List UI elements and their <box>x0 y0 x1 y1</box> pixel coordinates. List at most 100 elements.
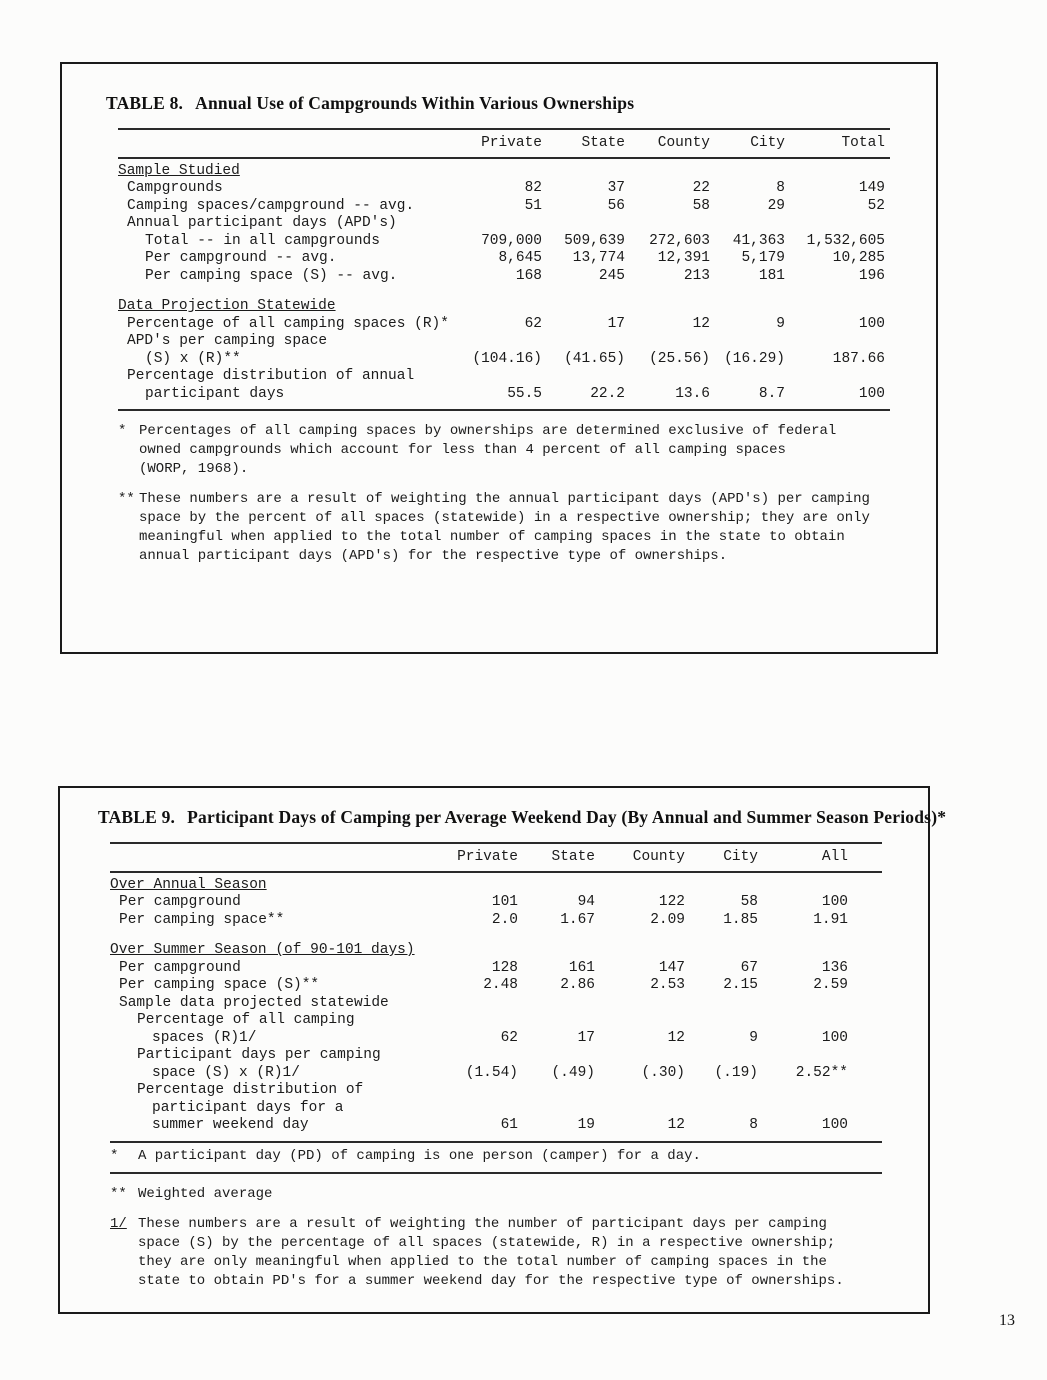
section-heading: Data Projection Statewide <box>118 298 336 314</box>
table9-bottom-rule <box>110 1140 882 1143</box>
cell-value: 2.0 <box>491 911 518 928</box>
row-label: Per campground <box>119 894 241 910</box>
column-header-private: Private <box>457 849 518 865</box>
table8-bottom-rule <box>118 409 890 411</box>
table8-header-row: Private State County City Total <box>118 130 890 157</box>
cell-value: 1.85 <box>723 911 758 928</box>
cell-value: 100 <box>821 1029 848 1046</box>
table-row: Per camping space** 2.0 1.67 2.09 1.85 1.91 <box>110 912 882 930</box>
cell-value: 12,391 <box>657 250 710 266</box>
cell-value <box>685 1082 758 1100</box>
table9-footnote-rule <box>110 1171 882 1174</box>
row-label: Percentage distribution of annual <box>127 368 415 384</box>
row-label: summer weekend day <box>152 1117 309 1133</box>
table-row: Per camping space (S)** 2.48 2.86 2.53 2.15 2… <box>110 977 882 995</box>
cell-value: 12 <box>692 315 710 332</box>
table-row: summer weekend day 61 19 12 8 100 <box>110 1117 882 1135</box>
table9-title: TABLE 9. Participant Days of Camping per … <box>98 806 946 828</box>
column-header-county: County <box>632 849 685 865</box>
cell-value: 10,285 <box>832 250 885 266</box>
table-row: Camping spaces/campground -- avg. 51 56 58 2… <box>118 198 890 216</box>
cell-value <box>468 333 542 351</box>
cell-value: 2.59 <box>813 977 848 993</box>
row-label: APD's per camping space <box>127 333 328 349</box>
cell-value: 13.6 <box>675 385 710 402</box>
cell-value: 149 <box>858 180 885 196</box>
row-label: participant days for a <box>152 1099 344 1116</box>
row-label: Per campground <box>119 959 241 976</box>
cell-value <box>450 1082 518 1100</box>
table-row: Percentage distribution of <box>110 1082 882 1100</box>
cell-value: (16.29) <box>724 350 785 367</box>
table9-body: Over Annual Season Per campground 101 94 122… <box>110 873 882 1141</box>
cell-value: 2.86 <box>560 977 595 993</box>
cell-value: 22.2 <box>590 385 625 402</box>
cell-value: 58 <box>692 197 710 214</box>
cell-value: 52 <box>867 197 885 214</box>
cell-value <box>710 298 785 316</box>
table8-panel: TABLE 8. Annual Use of Campgrounds Within… <box>60 62 938 654</box>
table8-title-label: TABLE 8. <box>106 93 184 113</box>
cell-value <box>625 215 710 233</box>
row-label: Sample data projected statewide <box>119 994 389 1011</box>
cell-value <box>542 333 625 351</box>
spacer-row <box>110 929 882 942</box>
footnote-text: These numbers are a result of weighting … <box>138 1215 844 1289</box>
row-label: Per camping space (S) -- avg. <box>145 267 398 284</box>
row-label: Campgrounds <box>127 180 223 196</box>
table-row: APD's per camping space <box>118 333 890 351</box>
cell-value: 41,363 <box>732 232 785 249</box>
cell-value: 62 <box>524 315 542 332</box>
cell-value <box>542 163 625 181</box>
table-row: Percentage of all camping <box>110 1012 882 1030</box>
cell-value: (41.65) <box>564 350 625 367</box>
table9-panel: TABLE 9. Participant Days of Camping per … <box>58 786 946 1314</box>
footnote-marker: * <box>110 1147 119 1164</box>
table-row: participant days for a <box>110 1100 882 1118</box>
cell-value: 37 <box>607 180 625 196</box>
cell-value <box>685 877 758 895</box>
cell-value: 19 <box>577 1117 595 1133</box>
cell-value: 61 <box>500 1117 518 1133</box>
cell-value: (25.56) <box>649 350 710 367</box>
row-label: Total -- in all campgrounds <box>145 232 380 249</box>
table-row: Sample data projected statewide <box>110 995 882 1013</box>
table-row: (S) x (R)** (104.16) (41.65) (25.56) (16.29)… <box>118 351 890 369</box>
cell-value: 8 <box>776 180 785 196</box>
table8-top-rule <box>118 128 890 130</box>
section-row: Over Summer Season (of 90-101 days) <box>110 942 882 960</box>
row-label: Participant days per camping <box>137 1047 381 1063</box>
row-label: participant days <box>145 385 285 402</box>
table9-footnotes: ** Weighted average 1/ These numbers are… <box>110 1185 898 1291</box>
cell-value: 147 <box>658 959 685 976</box>
cell-value <box>785 163 885 181</box>
section-row: Over Annual Season <box>110 877 882 895</box>
cell-value <box>595 942 685 960</box>
footnote: ** Weighted average <box>110 1185 898 1204</box>
cell-value <box>785 368 885 386</box>
table9-footnote-band: * A participant day (PD) of camping is o… <box>110 1147 882 1174</box>
cell-value: 5,179 <box>741 250 785 266</box>
cell-value: 29 <box>767 197 785 214</box>
cell-value <box>450 942 518 960</box>
cell-value <box>710 163 785 181</box>
cell-value <box>758 942 848 960</box>
table-row: space (S) x (R)1/ (1.54) (.49) (.30) (.19) 2.… <box>110 1065 882 1083</box>
cell-value: 17 <box>607 315 625 332</box>
row-label: Camping spaces/campground -- avg. <box>127 197 415 214</box>
cell-value: 22 <box>692 180 710 196</box>
page-number: 13 <box>999 1312 1015 1329</box>
row-label: Percentage distribution of <box>137 1082 364 1098</box>
header-spacer-cell <box>110 849 450 867</box>
cell-value: 62 <box>500 1029 518 1046</box>
cell-value: 168 <box>515 267 542 284</box>
table9-top-rule <box>110 842 882 844</box>
row-label: (S) x (R)** <box>145 350 241 367</box>
cell-value <box>542 298 625 316</box>
cell-value <box>710 368 785 386</box>
footnote: ** These numbers are a result of weighti… <box>118 490 906 566</box>
table-row: Percentage of all camping spaces (R)* 62 1… <box>118 316 890 334</box>
cell-value <box>625 163 710 181</box>
cell-value: 101 <box>491 894 518 910</box>
cell-value <box>518 1100 595 1118</box>
